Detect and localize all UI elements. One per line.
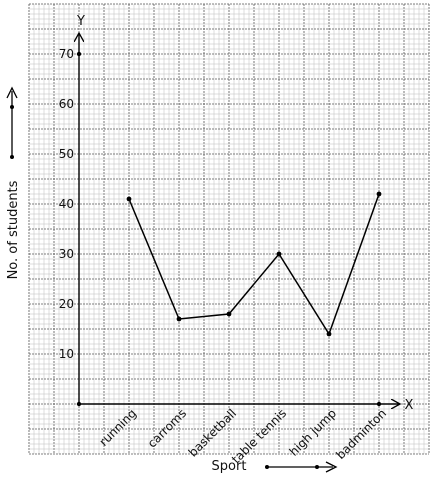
y-tick-labels: 10 20 30 40 50 60 70 [59,47,74,361]
y-tick-label: 10 [59,347,74,361]
data-point [376,191,382,197]
x-axis-letter: X [405,398,414,413]
y-axis-title: No. of students [6,180,21,279]
data-point [226,311,232,317]
y-tick-label: 70 [59,47,74,61]
data-point [176,316,182,322]
y-tick-label: 20 [59,297,74,311]
series-students [126,191,382,337]
data-point [276,251,282,257]
x-direction-arrow [265,461,338,473]
y-tick-label: 30 [59,247,74,261]
data-point [126,196,132,202]
y-tick-label: 60 [59,97,74,111]
y-axis-letter: Y [76,14,85,29]
y-tick-label: 40 [59,197,74,211]
y-axis-top-point [76,51,82,57]
data-point [326,331,332,337]
y-tick-label: 50 [59,147,74,161]
series-line [128,193,380,336]
grid-paper [28,3,430,455]
x-axis-title: Sport [212,459,247,474]
axes [77,34,399,406]
origin-point [76,401,82,407]
x-axis-end-point [376,401,382,407]
y-direction-arrow [6,86,18,159]
